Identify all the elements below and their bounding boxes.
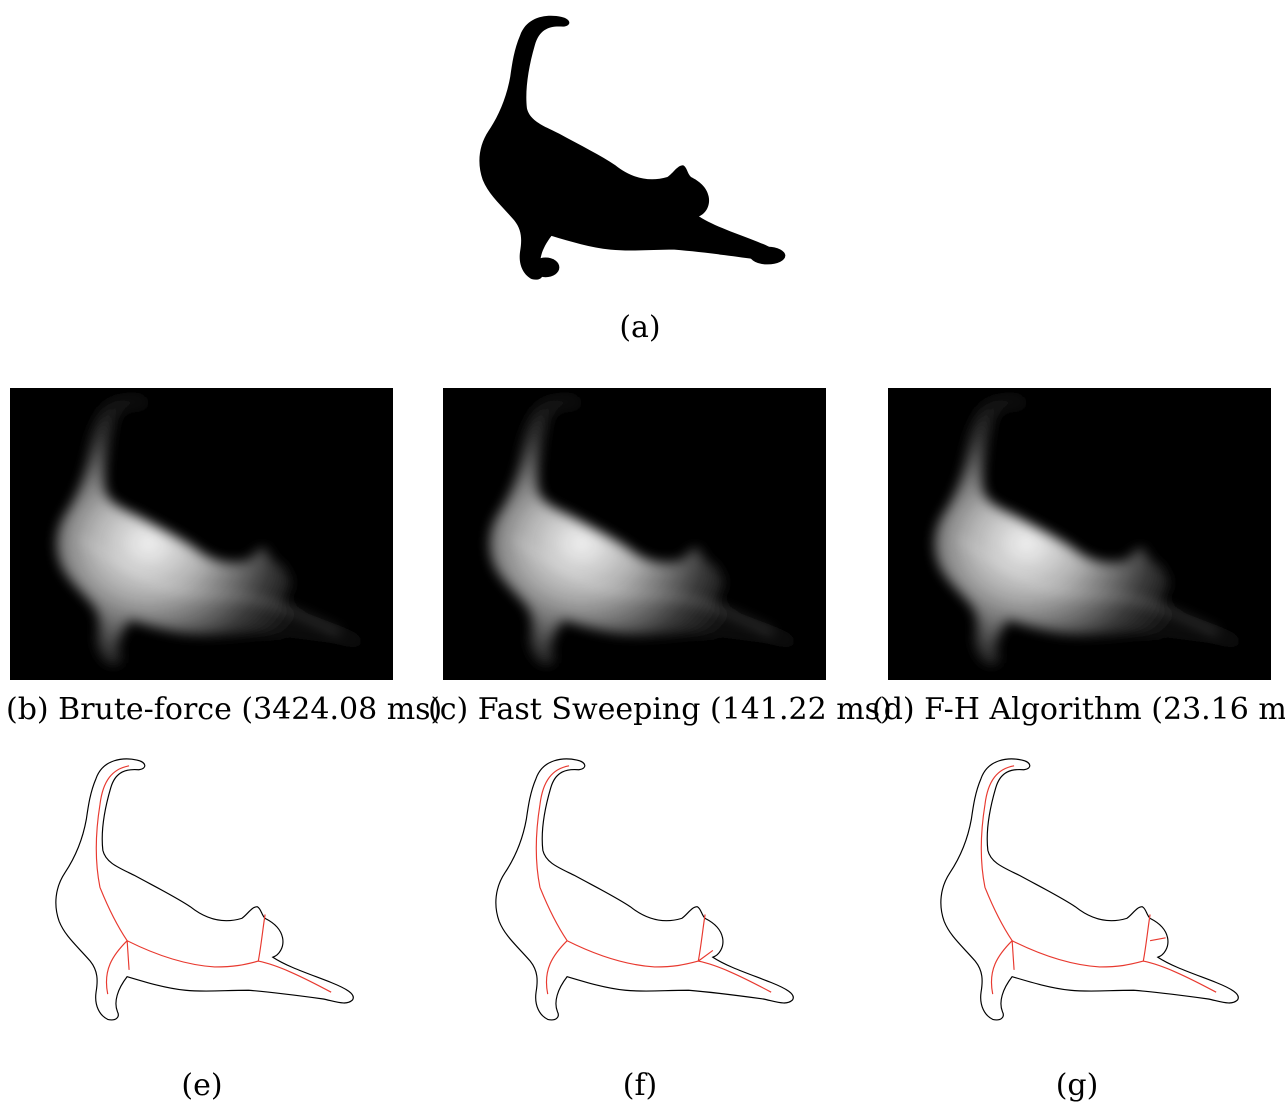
caption-a: (a): [619, 310, 661, 345]
caption-b: (b) Brute-force (3424.08 ms): [6, 692, 443, 727]
caption-f: (f): [622, 1068, 658, 1103]
distance-transform-fast-sweeping: [443, 388, 826, 680]
cat-silhouette: [479, 15, 786, 280]
skeleton-g: [915, 742, 1255, 1052]
distance-transform-brute-force: [10, 388, 393, 680]
silhouette-image: [470, 8, 800, 288]
caption-d: (d) F-H Algorithm (23.16 ms): [872, 692, 1285, 727]
caption-g: (g): [1055, 1068, 1099, 1103]
skeleton-f: [470, 742, 810, 1052]
distance-transform-fh-algorithm: [888, 388, 1271, 680]
caption-c: (c) Fast Sweeping (141.22 ms): [428, 692, 892, 727]
skeleton-e: [30, 742, 370, 1052]
caption-e: (e): [181, 1068, 223, 1103]
